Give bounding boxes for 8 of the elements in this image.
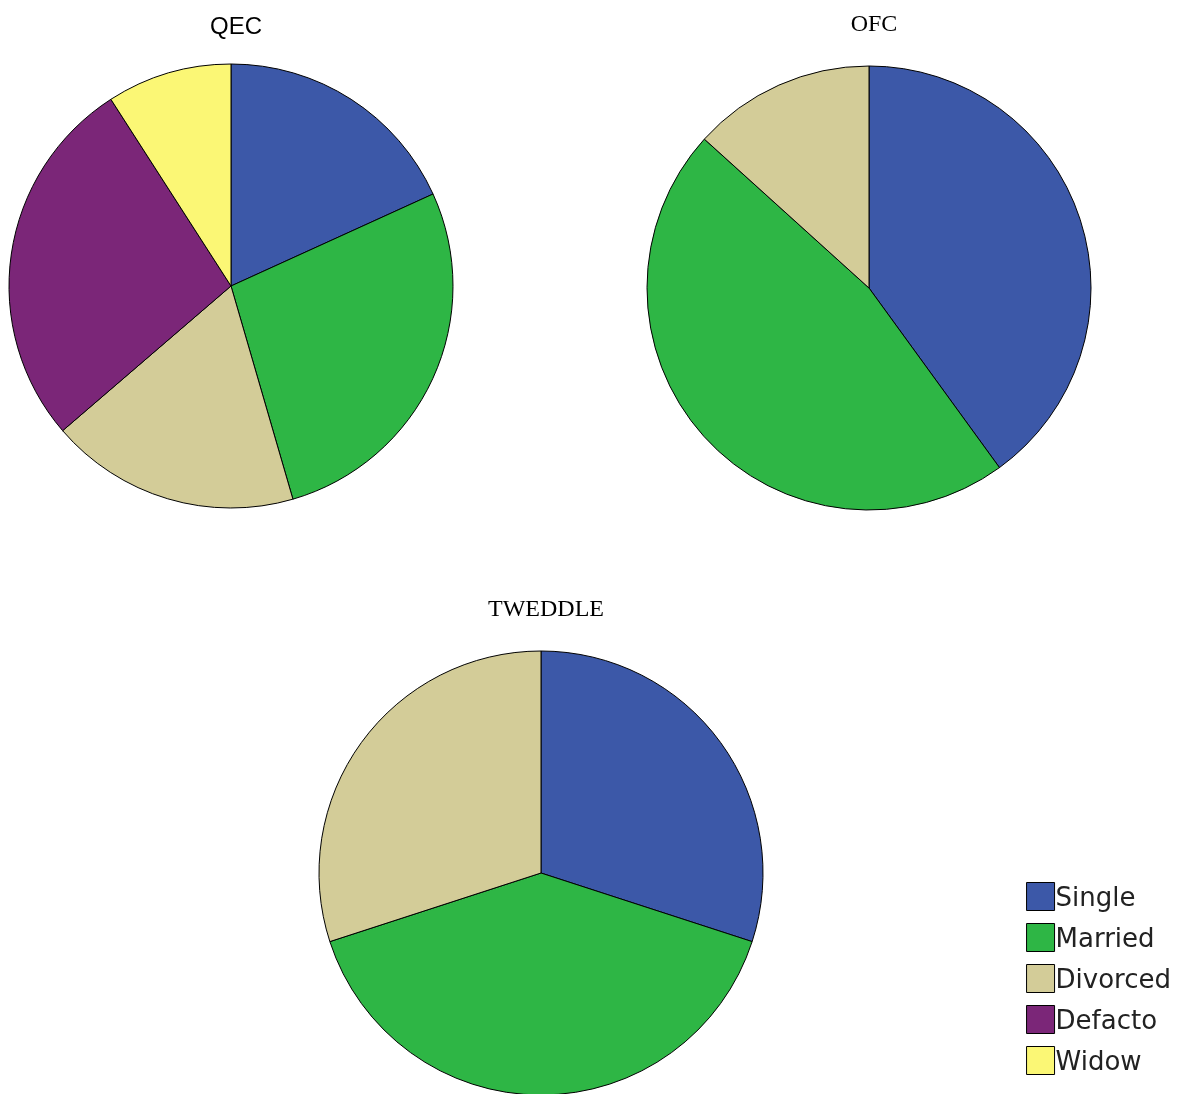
legend-label: Married	[1055, 922, 1155, 953]
legend-label: Divorced	[1055, 963, 1171, 994]
chart-title: OFC	[850, 10, 898, 36]
legend-label: Single	[1055, 881, 1136, 912]
chart-title: QEC	[209, 11, 263, 39]
chart-title: TWEDDLE	[488, 595, 604, 621]
legend-label: Widow	[1055, 1045, 1142, 1076]
legend-label: Defacto	[1055, 1004, 1158, 1035]
